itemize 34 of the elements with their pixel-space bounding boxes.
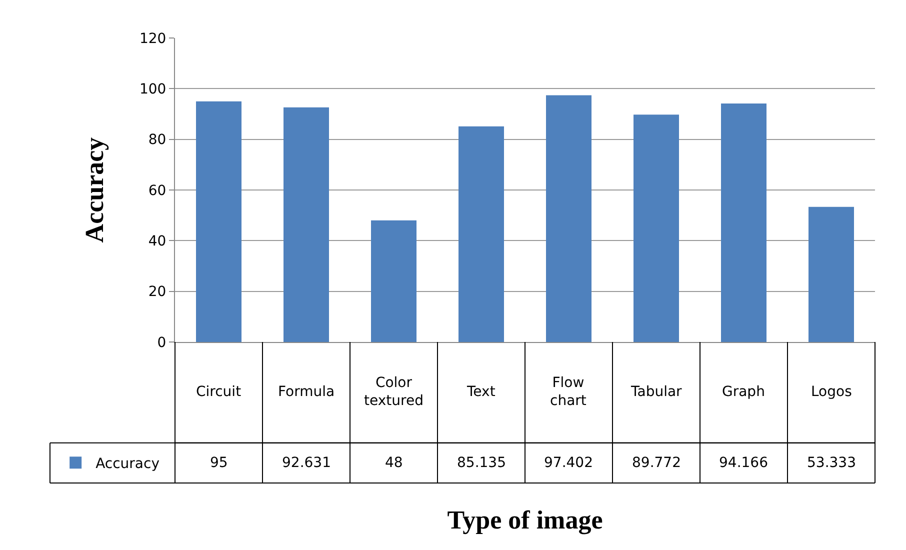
bar — [458, 126, 504, 342]
legend-label: Accuracy — [96, 456, 160, 472]
data-label: 85.135 — [457, 455, 506, 471]
y-tick-label: 20 — [148, 284, 166, 300]
x-tick-label: Text — [466, 384, 496, 400]
data-label: 53.333 — [807, 455, 856, 471]
data-label: 92.631 — [282, 455, 331, 471]
bar — [284, 107, 329, 342]
bar — [634, 114, 679, 342]
x-tick-label: Logos — [811, 384, 852, 400]
data-label: 97.402 — [544, 455, 593, 471]
data-label: 89.772 — [632, 455, 681, 471]
y-tick-label: 60 — [148, 182, 166, 199]
bar — [546, 95, 592, 342]
bar — [721, 103, 766, 342]
bar — [371, 220, 416, 342]
x-tick-label: Flow chart — [550, 375, 587, 410]
y-tick-label: 0 — [157, 334, 166, 351]
x-tick-label: Color textured — [364, 375, 424, 410]
data-label: 95 — [210, 455, 228, 471]
data-label: 48 — [385, 455, 403, 471]
y-tick-label: 40 — [148, 234, 166, 250]
y-tick-label: 100 — [139, 82, 166, 98]
x-tick-label: Tabular — [630, 384, 682, 400]
y-tick-label: 120 — [139, 30, 166, 47]
x-tick-label: Formula — [278, 384, 335, 400]
data-label: 94.166 — [719, 455, 768, 471]
x-tick-label: Circuit — [196, 384, 242, 400]
y-axis-title: Accuracy — [80, 137, 109, 243]
y-tick-label: 80 — [148, 132, 166, 148]
bar — [808, 206, 854, 342]
bar — [196, 101, 242, 342]
x-tick-label: Graph — [722, 384, 765, 400]
x-axis-title: Type of image — [447, 506, 603, 535]
